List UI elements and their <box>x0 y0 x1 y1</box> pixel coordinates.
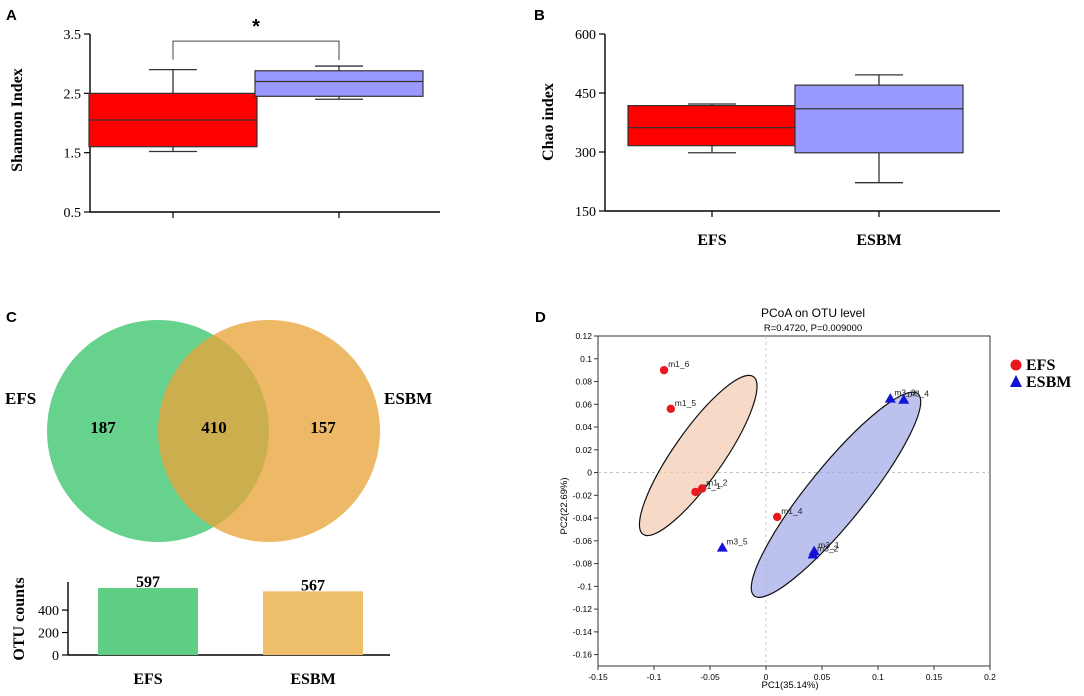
pcoa-point-m1-1 <box>691 487 700 497</box>
panel-b-box-efs <box>627 104 797 147</box>
otu-y-tick-label: 200 <box>38 627 59 642</box>
panel-a-significance-bracket <box>172 40 340 61</box>
pcoa-y-tick-label: -0.14 <box>573 627 593 637</box>
otu-bar-efs <box>98 587 198 655</box>
pcoa-x-tick-label: -0.05 <box>700 672 720 682</box>
pcoa-y-axis-title: PC2(22.69%) <box>559 477 570 534</box>
pcoa-y-tick-label: 0.1 <box>580 354 592 364</box>
otu-bar-value-esbm: 567 <box>301 577 325 594</box>
pcoa-y-tick-label: 0.08 <box>575 377 592 387</box>
panel-c-venn: EFS ESBM 187 410 157 <box>5 320 432 542</box>
pcoa-point-m1-2 <box>697 484 707 493</box>
panel-b-category-esbm: ESBM <box>856 232 901 249</box>
pcoa-y-tick-label: -0.04 <box>573 513 593 523</box>
pcoa-x-tick-label: 0 <box>764 672 769 682</box>
panel-a-y-tick-label: 1.5 <box>64 147 82 162</box>
panel-b-y-tick-label: 300 <box>575 146 596 161</box>
panel-b-box-esbm <box>794 84 964 154</box>
pcoa-point-label: m3_5 <box>726 537 748 547</box>
panel-b-boxplot: Chao index 150 300 450 600 EFS ESBM <box>540 28 1000 249</box>
panel-letter-d: D <box>535 309 546 326</box>
otu-y-tick-label: 400 <box>38 604 59 619</box>
pcoa-point-label: m1_1 <box>699 481 721 491</box>
panel-b-y-tick-label: 450 <box>575 87 596 102</box>
pcoa-point-m1-5 <box>666 404 675 414</box>
pcoa-point-m1-4 <box>773 512 782 522</box>
pcoa-y-tick-label: 0.02 <box>575 445 592 455</box>
panel-a-boxplot: Shannon Index * 0.5 1.5 2.5 3.5 <box>9 16 440 221</box>
pcoa-x-axis-title: PC1(35.14%) <box>761 680 818 691</box>
pcoa-plot-frame <box>597 335 991 667</box>
venn-label-esbm: ESBM <box>384 389 432 408</box>
pcoa-point-m1-6 <box>659 365 669 375</box>
pcoa-legend-marker-esbm <box>1010 375 1022 387</box>
venn-label-efs: EFS <box>5 389 36 408</box>
venn-count-esbm-unique: 157 <box>310 418 336 437</box>
otu-category-efs: EFS <box>133 671 162 688</box>
panel-a-box-esbm <box>254 70 424 97</box>
venn-circle-esbm <box>158 320 380 542</box>
venn-count-efs-unique: 187 <box>90 418 116 437</box>
pcoa-point-label: m3_2 <box>817 543 839 553</box>
otu-category-esbm: ESBM <box>290 671 335 688</box>
panel-a-y-tick-label: 3.5 <box>64 28 82 43</box>
otu-bar-value-efs: 597 <box>136 574 160 591</box>
panel-b-y-axis-title: Chao index <box>540 83 557 161</box>
pcoa-point-label: m1_4 <box>781 506 803 516</box>
pcoa-point-label: m3_4 <box>908 389 930 399</box>
panel-b-category-efs: EFS <box>697 232 726 249</box>
pcoa-y-tick-label: 0 <box>587 468 592 478</box>
pcoa-point-m3-3 <box>884 393 896 403</box>
pcoa-y-tick-label: -0.02 <box>573 490 593 500</box>
pcoa-point-label: m1_6 <box>668 359 690 369</box>
pcoa-ellipse-efs <box>638 374 758 537</box>
pcoa-point-m3-2 <box>807 548 819 559</box>
pcoa-x-tick-label: 0.05 <box>814 672 831 682</box>
pcoa-subtitle: R=0.4720, P=0.009000 <box>764 323 862 334</box>
pcoa-title: PCoA on OTU level <box>761 306 865 320</box>
venn-count-shared: 410 <box>201 418 227 437</box>
otu-bar-esbm <box>263 591 363 655</box>
pcoa-x-tick-label: -0.15 <box>588 672 608 682</box>
pcoa-point-label: m3_1 <box>818 540 840 550</box>
pcoa-y-tick-label: -0.16 <box>573 650 593 660</box>
pcoa-y-tick-label: 0.04 <box>575 422 592 432</box>
pcoa-point-m3-4 <box>898 394 910 404</box>
pcoa-legend-marker-efs <box>1010 359 1022 371</box>
otu-y-axis-title: OTU counts <box>11 577 28 660</box>
pcoa-legend-label-efs: EFS <box>1026 357 1055 374</box>
pcoa-x-tick-label: 0.1 <box>872 672 884 682</box>
pcoa-y-tick-label: -0.08 <box>573 559 593 569</box>
panel-a-y-tick-label: 0.5 <box>64 206 82 221</box>
panel-letter-a: A <box>6 7 17 24</box>
pcoa-y-tick-label: 0.06 <box>575 399 592 409</box>
pcoa-y-tick-label: 0.12 <box>575 331 592 341</box>
panel-d-pcoa: PCoA on OTU level R=0.4720, P=0.009000 P… <box>559 306 1071 691</box>
pcoa-point-m3-5 <box>716 542 728 552</box>
pcoa-y-tick-label: -0.12 <box>573 604 593 614</box>
panel-a-y-tick-label: 2.5 <box>64 87 82 102</box>
pcoa-ellipse-esbm <box>750 391 922 598</box>
panel-a-y-axis-title: Shannon Index <box>9 68 26 172</box>
otu-y-tick-label: 0 <box>52 649 59 664</box>
panel-b-y-tick-label: 150 <box>575 205 596 220</box>
pcoa-x-tick-label: 0.2 <box>984 672 996 682</box>
panel-letter-b: B <box>534 7 545 24</box>
pcoa-point-label: m1_5 <box>675 398 697 408</box>
panel-a-significance-star: * <box>252 16 260 38</box>
panel-c-otu-bar-chart: OTU counts 0 200 400 597 EFS 567 ESBM <box>11 574 390 688</box>
pcoa-y-tick-label: -0.1 <box>577 581 592 591</box>
pcoa-x-tick-label: -0.1 <box>647 672 662 682</box>
pcoa-point-label: m3_3 <box>894 388 916 398</box>
pcoa-y-tick-label: -0.06 <box>573 536 593 546</box>
panel-letter-c: C <box>6 309 17 326</box>
pcoa-point-label: m1_2 <box>706 477 728 487</box>
pcoa-legend-label-esbm: ESBM <box>1026 374 1071 391</box>
pcoa-x-tick-label: 0.15 <box>926 672 943 682</box>
panel-b-y-tick-label: 600 <box>575 28 596 43</box>
